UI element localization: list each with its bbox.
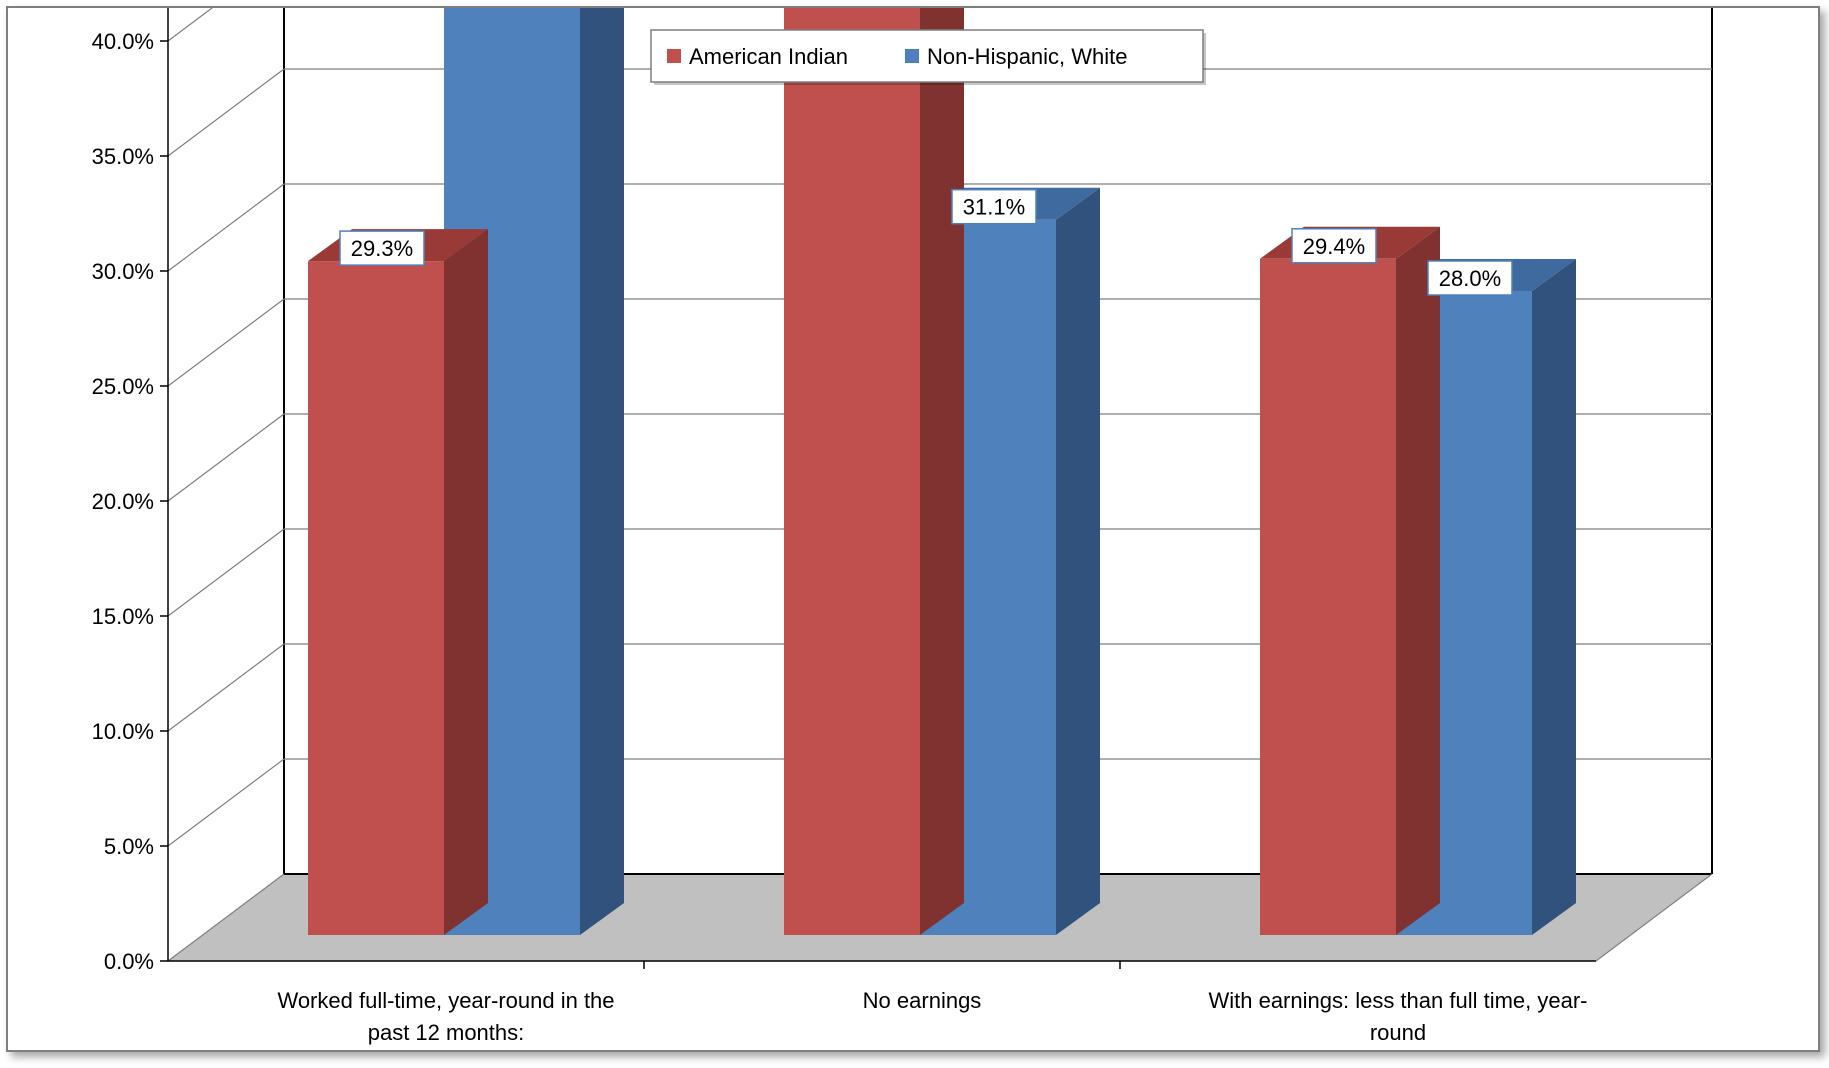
data-label-box (951, 188, 1037, 225)
y-tick-label: 5.0% (104, 834, 154, 859)
category-label: round (1370, 1020, 1426, 1045)
side-wall-gridline (167, 528, 285, 617)
side-wall-gridline (167, 643, 285, 732)
side-wall-gridline (167, 183, 285, 272)
side-wall-gridline (167, 758, 285, 847)
bar-side (1396, 226, 1440, 936)
bar-american-indian (1260, 258, 1396, 935)
y-tick-label: 30.0% (92, 259, 154, 284)
bar-side (444, 229, 488, 936)
bar-american-indian (308, 261, 444, 936)
bar-american-indian (784, 8, 920, 936)
side-wall-gridline (167, 68, 285, 157)
data-label-box (1427, 260, 1513, 296)
legend-swatch (667, 49, 681, 63)
legend-swatch (905, 49, 919, 63)
side-wall-gridline (167, 413, 285, 502)
data-label-box (1291, 228, 1377, 264)
data-label: 29.4% (1303, 234, 1365, 259)
data-label-box (339, 230, 425, 266)
bar-side (1532, 259, 1576, 935)
y-tick-label: 25.0% (92, 374, 154, 399)
y-tick-label: 0.0% (104, 949, 154, 974)
legend (650, 29, 1204, 83)
bar-side (920, 8, 964, 935)
side-wall-gridline (167, 298, 285, 387)
chart-frame: 0.0% 5.0% 10.0% 15.0% 20.0% 25.0% 30.0% 35.0% 40… (6, 6, 1820, 1052)
data-label: 31.1% (963, 195, 1025, 220)
category-label: Worked full-time, year-round in the (277, 988, 614, 1013)
side-wall-gridline (167, 873, 285, 962)
bar-chart: 0.0% 5.0% 10.0% 15.0% 20.0% 25.0% 30.0% 35.0% 40… (92, 8, 1713, 1045)
y-tick-label: 35.0% (92, 144, 154, 169)
bar-side (1056, 187, 1100, 935)
category-label: past 12 months: (368, 1020, 525, 1045)
y-tick-label: 15.0% (92, 604, 154, 629)
y-tick-label: 40.0% (92, 29, 154, 54)
legend-label: American Indian (689, 44, 848, 69)
legend-label: Non-Hispanic, White (927, 44, 1128, 69)
y-tick-label: 10.0% (92, 719, 154, 744)
category-label: With earnings: less than full time, year… (1208, 988, 1587, 1013)
side-wall-gridline (167, 8, 213, 42)
data-label: 29.3% (351, 236, 413, 261)
y-tick-label: 20.0% (92, 489, 154, 514)
category-label: No earnings (863, 988, 982, 1013)
bar-side (580, 8, 624, 935)
floor-right-edge (1595, 873, 1713, 962)
data-label: 28.0% (1439, 266, 1501, 291)
